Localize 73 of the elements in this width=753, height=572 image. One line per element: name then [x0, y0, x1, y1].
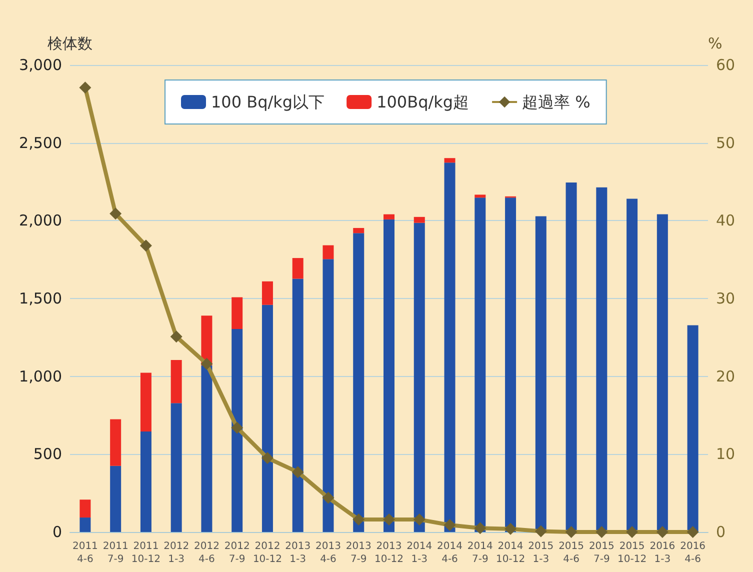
x-tick-label: 2015 10-12 [618, 541, 647, 565]
legend-label: 100Bq/kg超 [376, 92, 470, 112]
bar [262, 281, 273, 305]
y-tick-label: 0 [52, 523, 62, 541]
x-tick-label: 2011 4-6 [72, 541, 98, 565]
bar [626, 198, 638, 532]
x-tick-label: 2013 1-3 [285, 541, 311, 565]
y-axis-title: 検体数 [48, 34, 92, 52]
bar [170, 403, 182, 532]
bar [384, 214, 394, 220]
x-tick-label: 2012 1-3 [164, 541, 190, 565]
x-tick-label: 2011 7-9 [102, 541, 128, 565]
bar [292, 258, 304, 279]
x-tick-label: 2013 10-12 [374, 541, 404, 565]
x-tick-label: 2016 4-6 [680, 541, 706, 565]
y-tick-label: 2,000 [19, 212, 62, 230]
bar [201, 365, 212, 532]
y2-tick-label: 0 [716, 523, 726, 541]
bar [232, 297, 243, 330]
x-tick-label: 2014 10-12 [496, 541, 526, 565]
y-tick-label: 1,500 [19, 290, 62, 308]
y-tick-label: 3,000 [19, 56, 62, 74]
y2-tick-label: 50 [716, 134, 736, 152]
y-tick-label: 500 [33, 445, 62, 464]
x-tick-label: 2011 10-12 [131, 541, 160, 565]
bar [353, 228, 364, 234]
bar [444, 158, 456, 163]
bar [292, 278, 304, 532]
bar [656, 214, 668, 532]
bar [687, 325, 698, 532]
x-tick-label: 2013 4-6 [316, 541, 341, 565]
legend-label: 100 Bq/kg以下 [211, 92, 325, 112]
bar [140, 372, 152, 432]
x-tick-label: 2013 7-9 [346, 541, 372, 565]
bar [170, 360, 182, 404]
bar [444, 162, 456, 532]
bar [566, 182, 577, 532]
bar [474, 198, 486, 532]
bar [505, 198, 516, 532]
bar [232, 329, 243, 532]
legend-label: 超過率 % [522, 92, 590, 112]
y2-tick-label: 60 [716, 56, 736, 74]
x-tick-label: 2015 1-3 [528, 541, 554, 565]
x-tick-label: 2014 1-3 [406, 541, 432, 565]
y-tick-label: 1,000 [19, 367, 62, 386]
bar [596, 187, 608, 532]
y-tick-label: 2,500 [19, 134, 62, 152]
x-tick-label: 2014 7-9 [467, 541, 493, 565]
x-tick-label: 2016 1-3 [650, 541, 676, 565]
bar [322, 259, 334, 532]
bar [80, 500, 91, 518]
y2-tick-label: 20 [716, 367, 736, 386]
x-tick-label: 2012 4-6 [194, 541, 220, 565]
bar [80, 518, 91, 532]
y2-tick-label: 10 [716, 445, 736, 464]
bar [353, 233, 364, 532]
x-tick-label: 2014 4-6 [437, 541, 462, 565]
x-tick-label: 2012 7-9 [224, 541, 250, 565]
y2-tick-label: 40 [716, 212, 736, 230]
bar [384, 219, 394, 532]
bar [110, 466, 122, 532]
x-tick-label: 2015 7-9 [588, 541, 614, 565]
bar [322, 245, 334, 260]
bar [414, 216, 425, 223]
y2-tick-label: 30 [716, 290, 736, 308]
bar [140, 431, 152, 532]
bar [262, 304, 273, 532]
bar [474, 194, 486, 198]
x-tick-label: 2012 10-12 [252, 541, 282, 565]
x-tick-label: 2015 4-6 [558, 541, 584, 565]
bar [110, 419, 122, 466]
y2-axis-title: % [708, 34, 722, 52]
bar [414, 222, 425, 532]
